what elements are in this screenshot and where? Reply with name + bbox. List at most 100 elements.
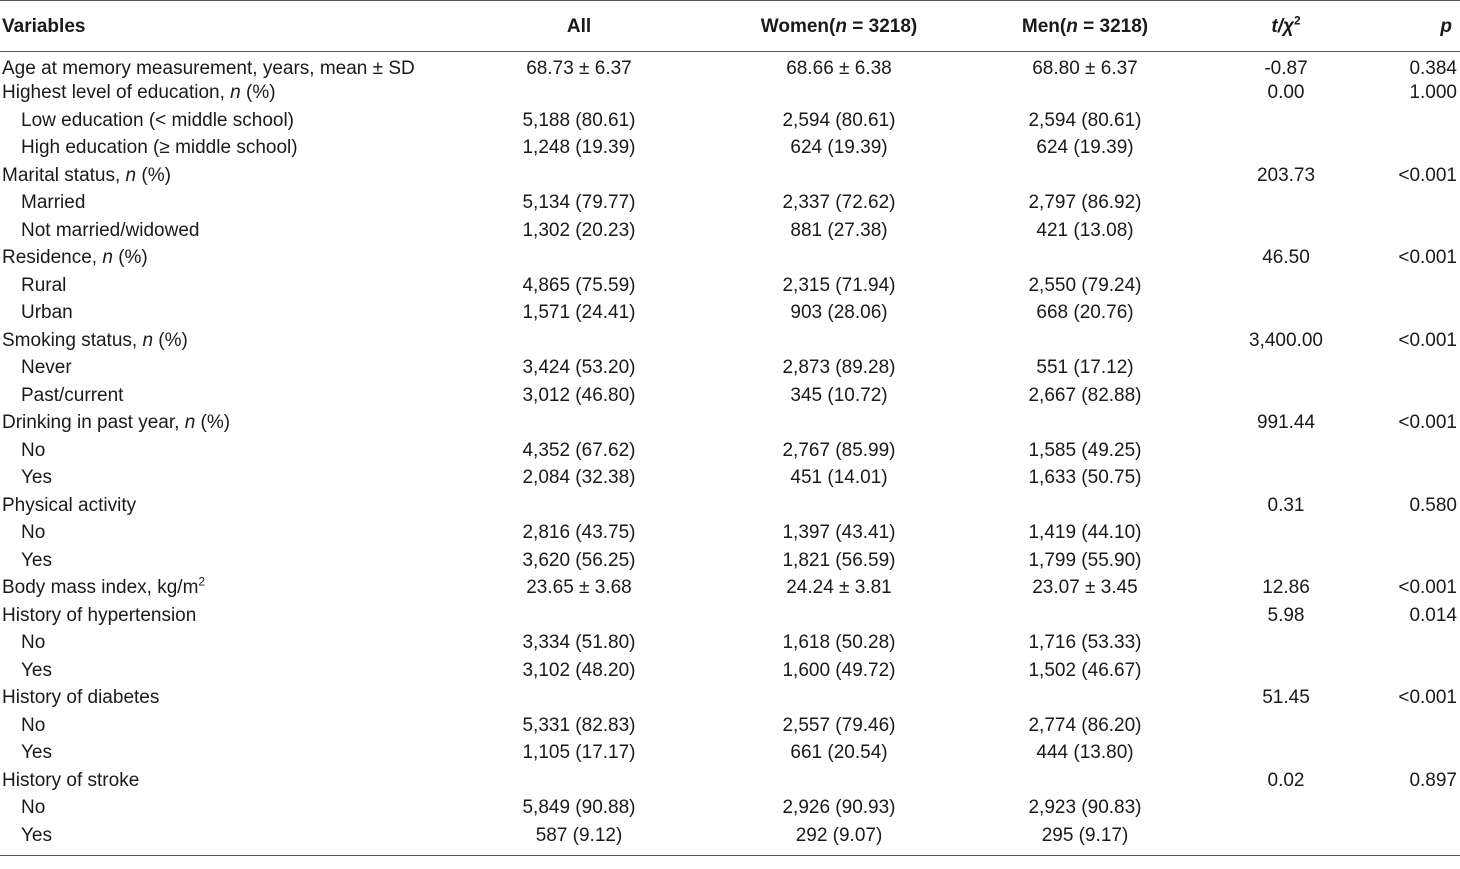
- variable-label: Yes: [21, 659, 52, 681]
- cell-women: 661 (20.54): [790, 742, 888, 764]
- table-row: Age at memory measurement, years, mean ±…: [0, 52, 1460, 80]
- table-row: Low education (< middle school) 5,188 (80…: [0, 107, 1460, 135]
- cell-women: 2,767 (85.99): [782, 439, 896, 461]
- cell-all: 3,620 (56.25): [522, 549, 636, 571]
- cell-all: 1,571 (24.41): [522, 302, 636, 324]
- variable-label-suffix: (%): [153, 329, 188, 351]
- cell-all: 1,105 (17.17): [522, 742, 636, 764]
- table-body: Age at memory measurement, years, mean ±…: [0, 52, 1460, 856]
- cell-women: 345 (10.72): [790, 384, 888, 406]
- cell-variable: Physical activity: [0, 492, 456, 520]
- cell-p-value: <0.001: [1398, 164, 1457, 186]
- table-row: Yes 3,102 (48.20) 1,600 (49.72) 1,502 (46.6…: [0, 657, 1460, 685]
- cell-men: 1,716 (53.33): [1028, 632, 1142, 654]
- cell-men: [976, 492, 1194, 520]
- variable-label: Yes: [21, 824, 52, 846]
- cell-p-value: [1378, 437, 1460, 465]
- cell-all: 1,248 (19.39): [522, 137, 636, 159]
- cell-test-statistic: [1194, 629, 1378, 657]
- cell-all: 3,334 (51.80): [522, 632, 636, 654]
- cell-variable: Yes: [0, 821, 456, 856]
- table-row: History of stroke 0.02 0.897: [0, 767, 1460, 795]
- cell-all: 4,352 (67.62): [522, 439, 636, 461]
- cell-men: 624 (19.39): [1036, 137, 1134, 159]
- table-row: Residence, n (%) 46.50 <0.001: [0, 244, 1460, 272]
- header-variables: Variables: [0, 0, 456, 52]
- variable-label: Yes: [21, 549, 52, 571]
- cell-men: [976, 409, 1194, 437]
- variable-label: Drinking in past year,: [2, 412, 185, 434]
- table-row: Drinking in past year, n (%) 991.44 <0.001: [0, 409, 1460, 437]
- cell-all: 3,102 (48.20): [522, 659, 636, 681]
- cell-variable: History of hypertension: [0, 602, 456, 630]
- cell-men: [976, 79, 1194, 107]
- cell-p-value: [1378, 629, 1460, 657]
- cell-test-statistic: [1194, 299, 1378, 327]
- cell-p-value: [1378, 134, 1460, 162]
- cell-test-statistic: 12.86: [1262, 577, 1310, 599]
- cell-test-statistic: [1194, 821, 1378, 856]
- variable-label-suffix: (%): [136, 164, 171, 186]
- cell-women: [702, 767, 976, 795]
- header-women-n: n: [835, 15, 847, 37]
- variable-label-n: n: [142, 329, 154, 351]
- cell-variable: History of diabetes: [0, 684, 456, 712]
- cell-p-value: 1.000: [1409, 82, 1457, 104]
- variable-label-suffix: (%): [112, 247, 148, 269]
- cell-variable: Past/current: [0, 382, 456, 410]
- variable-label: Yes: [21, 742, 52, 764]
- header-men-label: Men(: [1021, 15, 1067, 37]
- header-test-statistic: t/χ2: [1194, 0, 1378, 52]
- cell-test-statistic: [1194, 739, 1378, 767]
- table-row: History of hypertension 5.98 0.014: [0, 602, 1460, 630]
- cell-all: 4,865 (75.59): [522, 274, 636, 296]
- cell-p-value: [1378, 519, 1460, 547]
- cell-test-statistic: 0.00: [1267, 82, 1305, 104]
- cell-women: 292 (9.07): [702, 821, 976, 856]
- cell-men: [976, 327, 1194, 355]
- cell-test-statistic: 46.50: [1262, 247, 1310, 269]
- cell-men: 2,550 (79.24): [1028, 274, 1142, 296]
- cell-women: [702, 244, 976, 272]
- variable-label: History of stroke: [2, 769, 140, 791]
- cell-women: 24.24 ± 3.81: [786, 577, 892, 599]
- cell-women: 1,821 (56.59): [782, 549, 896, 571]
- cell-p-value: [1378, 821, 1460, 856]
- cell-women: 624 (19.39): [790, 137, 888, 159]
- cell-variable: Age at memory measurement, years, mean ±…: [0, 52, 456, 80]
- cell-women: 2,594 (80.61): [782, 109, 896, 131]
- variable-label: No: [21, 797, 46, 819]
- cell-p-value: [1378, 794, 1460, 822]
- cell-women: [702, 409, 976, 437]
- cell-men: 668 (20.76): [1036, 302, 1134, 324]
- cell-p-value: [1378, 464, 1460, 492]
- cell-variable: Drinking in past year, n (%): [0, 409, 456, 437]
- cell-men: [976, 244, 1194, 272]
- cell-test-statistic: [1194, 794, 1378, 822]
- cell-men: 1,585 (49.25): [1028, 439, 1142, 461]
- cell-all: [456, 602, 702, 630]
- cell-men: 1,502 (46.67): [1028, 659, 1142, 681]
- cell-women: [702, 327, 976, 355]
- variable-label: Not married/widowed: [21, 219, 200, 241]
- table-row: Marital status, n (%) 203.73 <0.001: [0, 162, 1460, 190]
- cell-variable: Residence, n (%): [0, 244, 456, 272]
- variable-label: No: [21, 632, 46, 654]
- cell-variable: Yes: [0, 657, 456, 685]
- table-row: Urban 1,571 (24.41) 903 (28.06) 668 (20.76): [0, 299, 1460, 327]
- table-row: No 3,334 (51.80) 1,618 (50.28) 1,716 (53.33…: [0, 629, 1460, 657]
- variable-label: Highest level of education,: [2, 82, 231, 104]
- cell-all: 5,331 (82.83): [522, 714, 636, 736]
- cell-p-value: [1378, 217, 1460, 245]
- cell-women: [702, 162, 976, 190]
- cell-all: [456, 327, 702, 355]
- variable-label: Physical activity: [2, 494, 137, 516]
- header-men: Men(n = 3218): [976, 0, 1194, 52]
- cell-p-value: <0.001: [1398, 329, 1457, 351]
- variable-label: High education (≥ middle school): [21, 137, 298, 159]
- cell-variable: Highest level of education, n (%): [0, 79, 456, 107]
- variable-label: Smoking status,: [2, 329, 143, 351]
- cell-p-value: <0.001: [1398, 577, 1457, 599]
- table-header: Variables All Women(n = 3218) Men(n = 32…: [0, 0, 1460, 52]
- table-row: Yes 587 (9.12) 292 (9.07) 295 (9.17): [0, 821, 1460, 856]
